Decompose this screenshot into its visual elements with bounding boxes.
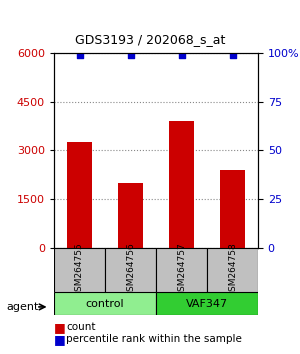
Point <box>230 52 235 58</box>
Text: GDS3193 / 202068_s_at: GDS3193 / 202068_s_at <box>75 33 225 46</box>
Text: GSM264758: GSM264758 <box>228 242 237 297</box>
Bar <box>169 121 194 248</box>
Point <box>77 52 82 58</box>
Text: VAF347: VAF347 <box>186 298 228 309</box>
Text: percentile rank within the sample: percentile rank within the sample <box>66 334 242 344</box>
Text: agent: agent <box>6 302 38 312</box>
Text: count: count <box>66 322 95 332</box>
FancyBboxPatch shape <box>207 248 258 292</box>
Text: ■: ■ <box>54 321 66 334</box>
FancyBboxPatch shape <box>156 292 258 315</box>
Bar <box>67 142 92 248</box>
FancyBboxPatch shape <box>54 248 105 292</box>
Point <box>179 52 184 58</box>
Bar <box>220 170 245 248</box>
Point <box>128 52 133 58</box>
Text: GSM264757: GSM264757 <box>177 242 186 297</box>
Text: GSM264755: GSM264755 <box>75 242 84 297</box>
Text: ■: ■ <box>54 333 66 346</box>
FancyBboxPatch shape <box>105 248 156 292</box>
Text: control: control <box>86 298 124 309</box>
FancyBboxPatch shape <box>156 248 207 292</box>
Text: GSM264756: GSM264756 <box>126 242 135 297</box>
Bar <box>118 183 143 248</box>
FancyBboxPatch shape <box>54 292 156 315</box>
